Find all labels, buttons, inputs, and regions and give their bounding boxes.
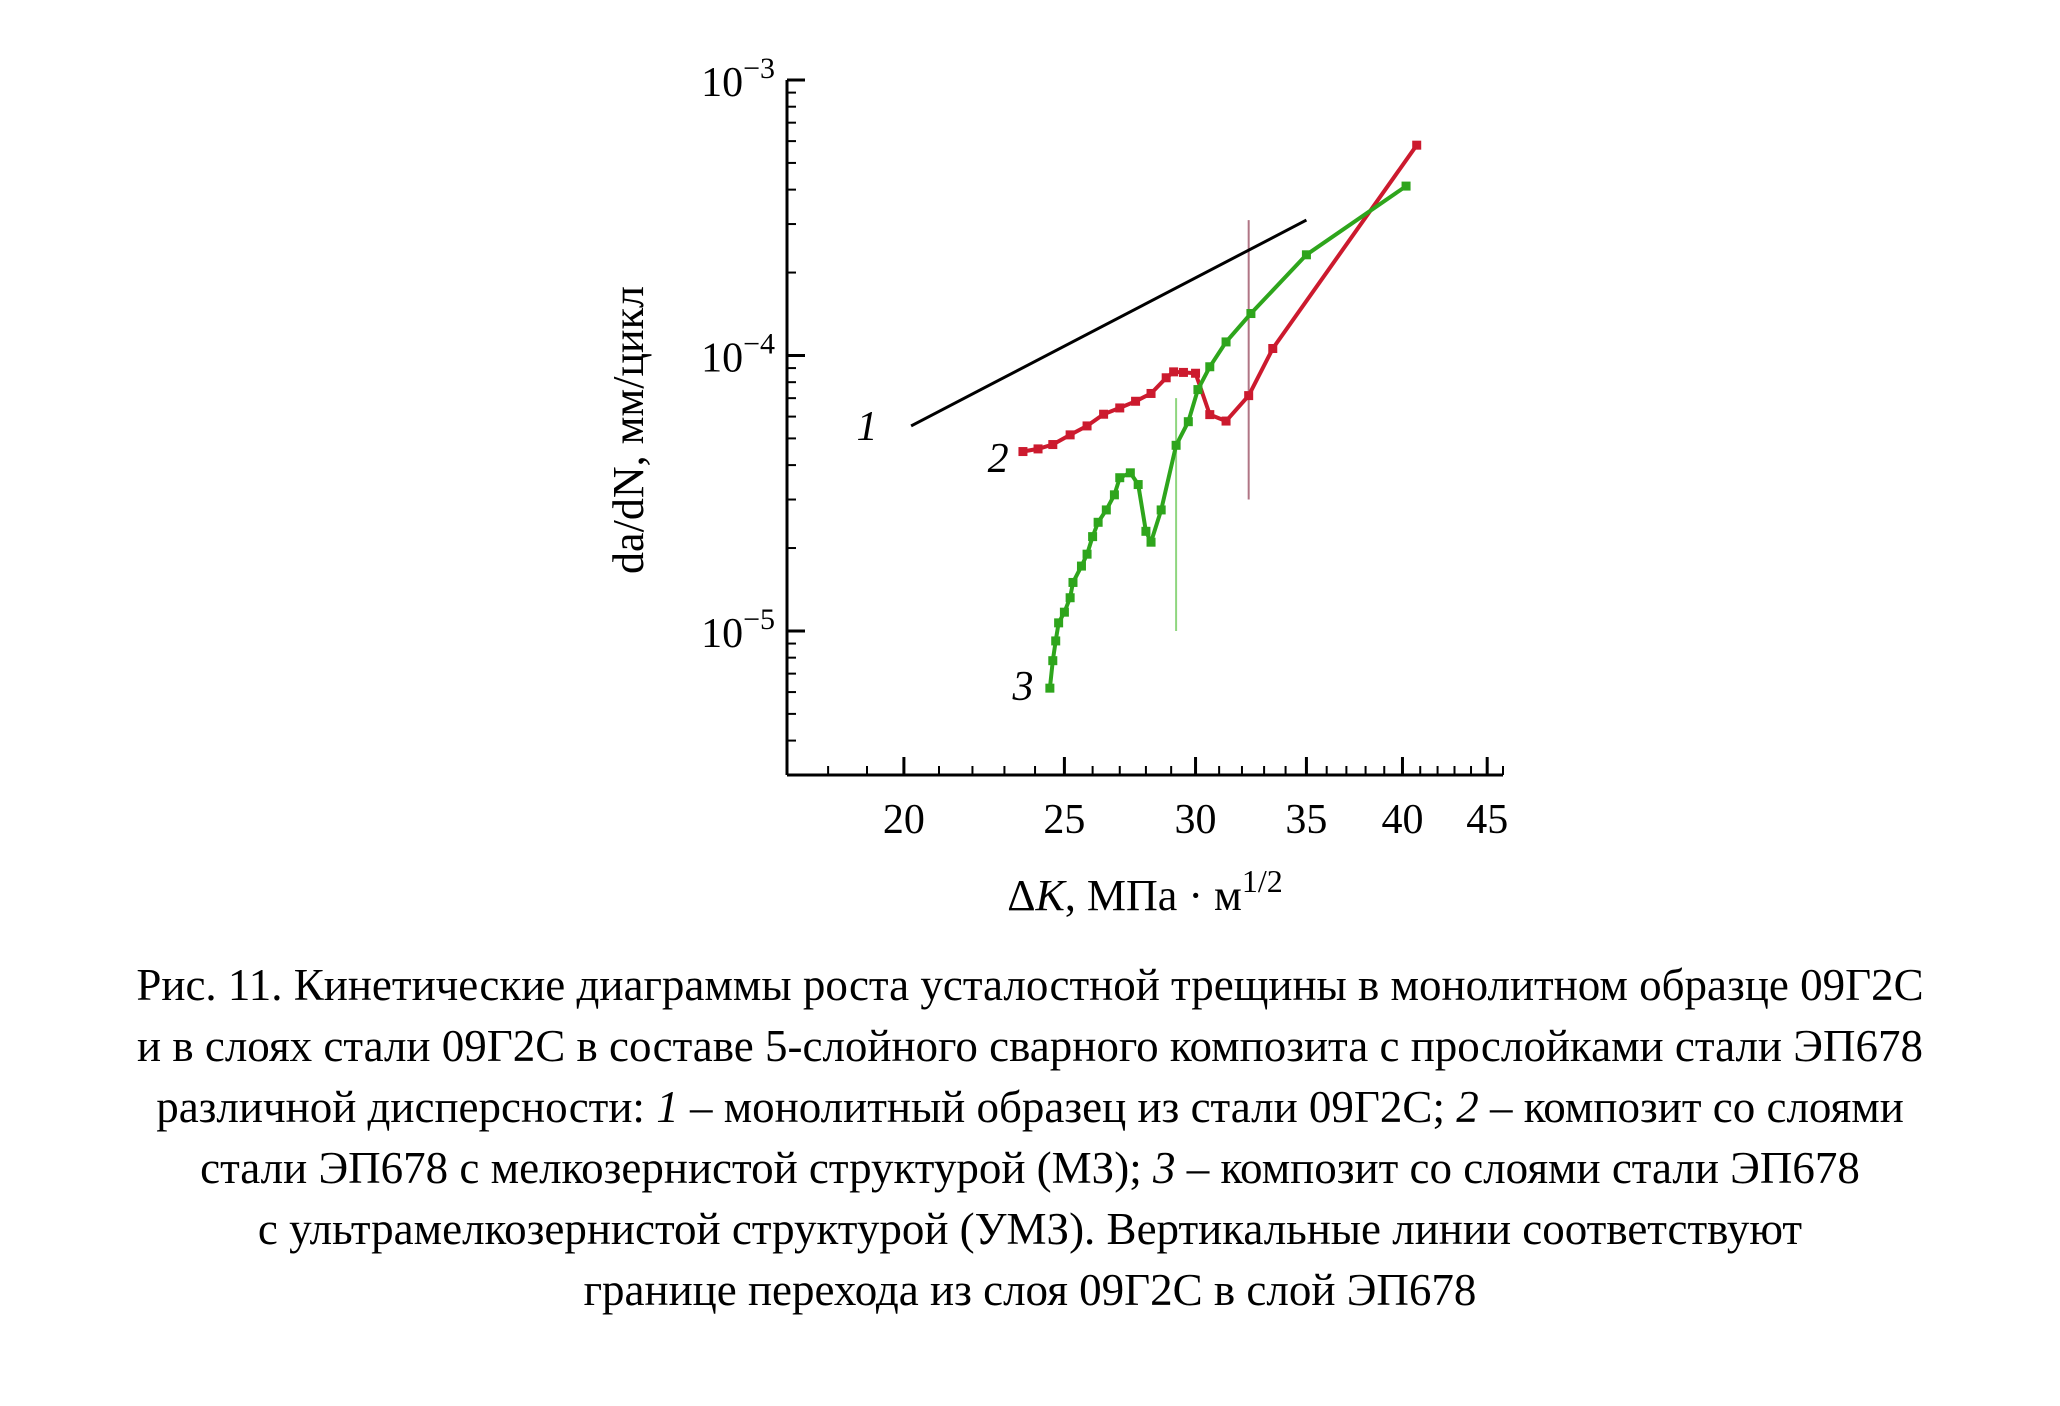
curve-label-3: 3 xyxy=(1011,664,1033,710)
series-3-point xyxy=(1125,468,1135,478)
series-2-point xyxy=(1178,367,1188,377)
series-3-point xyxy=(1054,618,1064,628)
series-2-point xyxy=(1131,396,1141,406)
caption-line: и в слоях стали 09Г2С в составе 5-слойно… xyxy=(20,1016,2040,1077)
caption-item-number: 2 xyxy=(1456,1082,1479,1132)
series-3-point xyxy=(1082,549,1092,559)
x-tick-label: 35 xyxy=(1285,797,1327,843)
series-3-point xyxy=(1109,490,1119,500)
caption-line: Рис. 11. Кинетические диаграммы роста ус… xyxy=(20,955,2040,1016)
series-3-point xyxy=(1093,517,1103,527)
series-3-point xyxy=(1171,440,1181,450)
series-3-point xyxy=(1221,337,1231,347)
series-3-point xyxy=(1301,250,1311,260)
figure-caption: Рис. 11. Кинетические диаграммы роста ус… xyxy=(20,955,2040,1321)
series-3-point xyxy=(1065,593,1075,603)
series-3-point xyxy=(1048,656,1058,666)
y-tick-label: 10−3 xyxy=(701,52,775,106)
series-2-point xyxy=(1048,440,1058,450)
series-3-point xyxy=(1246,309,1256,319)
series-3-point xyxy=(1068,577,1078,587)
caption-line: стали ЭП678 с мелкозернистой структурой … xyxy=(20,1138,2040,1199)
series-3-point xyxy=(1045,683,1055,693)
caption-text: – композит со слоями xyxy=(1478,1082,1904,1132)
curve-label-2: 2 xyxy=(988,436,1009,482)
series-3-point xyxy=(1076,561,1086,571)
caption-line: границе перехода из слоя 09Г2С в слой ЭП… xyxy=(20,1260,2040,1321)
series-2-point xyxy=(1033,444,1043,454)
series-2-point xyxy=(1191,368,1201,378)
series-2-point xyxy=(1146,388,1156,398)
caption-line: с ультрамелкозернистой структурой (УМЗ).… xyxy=(20,1199,2040,1260)
x-axis-label: ΔK, МПа · м1/2 xyxy=(1007,863,1282,920)
chart: 20 25 30 35 40 45 10−5 10−4 10−3 ΔK, МПа · м1/2 da… xyxy=(604,52,1508,920)
series-3-point xyxy=(1133,480,1143,490)
caption-item-number: 3 xyxy=(1152,1143,1176,1193)
caption-line: различной дисперсности: 1 – монолитный о… xyxy=(20,1077,2040,1138)
series-3-point xyxy=(1183,417,1193,427)
series-2-point xyxy=(1205,410,1215,420)
series-3-point xyxy=(1088,532,1098,542)
x-tick-label: 30 xyxy=(1175,797,1217,843)
x-tick-label: 25 xyxy=(1043,797,1085,843)
caption-text: различной дисперсности: xyxy=(156,1082,657,1132)
caption-text: Рис. 11. Кинетические диаграммы роста ус… xyxy=(136,960,1924,1010)
series-3-point xyxy=(1059,607,1069,617)
caption-text: – композит со слоями стали ЭП678 xyxy=(1175,1143,1860,1193)
y-tick-label: 10−5 xyxy=(701,603,775,657)
series-3-point xyxy=(1193,385,1203,395)
series-2-point xyxy=(1018,447,1028,457)
x-tick-label: 20 xyxy=(883,797,925,843)
series-2-point xyxy=(1065,430,1075,440)
series-2-point xyxy=(1082,421,1092,431)
x-tick-label: 40 xyxy=(1381,797,1423,843)
caption-text: – монолитный образец из стали 09Г2С; xyxy=(678,1082,1457,1132)
caption-text: и в слоях стали 09Г2С в составе 5-слойно… xyxy=(137,1021,1923,1071)
y-axis-label: da/dN, мм/цикл xyxy=(604,286,653,574)
series-3-point xyxy=(1205,362,1215,372)
series-2-point xyxy=(1412,140,1422,150)
series-2-point xyxy=(1268,344,1278,354)
series-layer xyxy=(910,140,1422,693)
series-3-point xyxy=(1051,636,1061,646)
x-tick-label: 45 xyxy=(1466,797,1508,843)
series-3-point xyxy=(1101,505,1111,515)
series-2-point xyxy=(1161,373,1171,383)
series-3-point xyxy=(1146,537,1156,547)
labels-layer: 1 2 3 xyxy=(857,404,1034,710)
y-tick-label: 10−4 xyxy=(701,327,775,381)
caption-text: границе перехода из слоя 09Г2С в слой ЭП… xyxy=(583,1265,1477,1315)
axes: 20 25 30 35 40 45 10−5 10−4 10−3 ΔK, МПа · м1/2 da… xyxy=(604,52,1508,920)
series-2-point xyxy=(1115,403,1125,413)
caption-text: с ультрамелкозернистой структурой (УМЗ).… xyxy=(257,1204,1803,1254)
series-2-point xyxy=(1244,391,1254,401)
curve-label-1: 1 xyxy=(857,404,878,450)
series-2-point xyxy=(1099,409,1109,419)
caption-text: стали ЭП678 с мелкозернистой структурой … xyxy=(200,1143,1153,1193)
series-3-point xyxy=(1115,473,1125,483)
series-2-line xyxy=(1022,144,1419,454)
series-1-line xyxy=(910,218,1308,428)
series-2-point xyxy=(1221,416,1231,426)
series-3-point xyxy=(1141,526,1151,536)
caption-item-number: 1 xyxy=(656,1082,679,1132)
series-2-point xyxy=(1169,367,1179,377)
series-3-point xyxy=(1401,181,1411,191)
series-3-point xyxy=(1156,505,1166,515)
